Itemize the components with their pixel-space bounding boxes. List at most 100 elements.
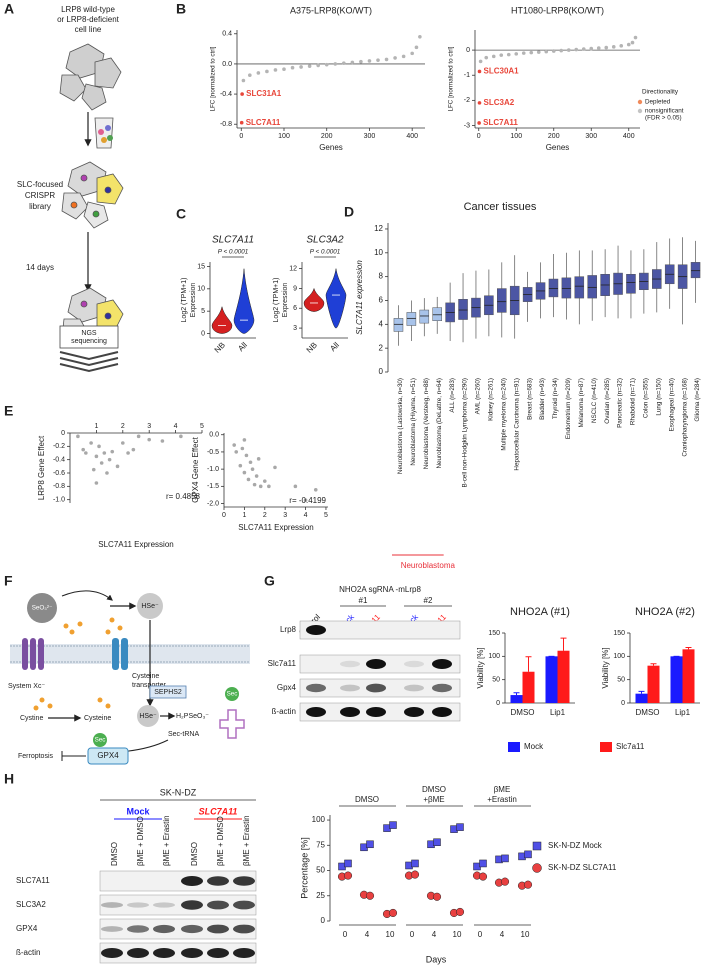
gene-point <box>521 51 526 55</box>
box <box>393 318 404 332</box>
gene-point <box>290 65 295 70</box>
hit-label: SLC7A11 <box>483 118 518 127</box>
bar <box>510 695 523 703</box>
x-tick-label: Thyroid (n=34) <box>552 378 559 419</box>
gene-point <box>350 60 355 65</box>
gene-point <box>248 73 252 78</box>
band <box>181 876 203 886</box>
gpx4-text: GPX4 <box>97 751 119 760</box>
ngs-chevrons <box>59 351 119 373</box>
y-axis-label: Expression <box>282 283 289 318</box>
y-tick-label: 6 <box>293 305 297 312</box>
gene-point <box>359 59 363 64</box>
point <box>388 908 398 917</box>
gene-point <box>367 59 372 63</box>
y-tick-label: -0.2 <box>53 443 65 450</box>
gene-point <box>393 56 397 60</box>
y-tick-label: 0.0 <box>209 432 219 439</box>
x-axis-label: Days <box>426 954 447 964</box>
library-text: CRISPR <box>25 191 55 200</box>
y-tick-label: 15 <box>197 263 205 270</box>
chart-title: SLC7A11 <box>212 235 254 246</box>
gene-point <box>384 57 389 62</box>
gene-point <box>401 54 406 59</box>
y-tick-label: 12 <box>289 265 297 272</box>
x-tick-label: 4 <box>432 930 437 939</box>
gene-point <box>574 47 579 52</box>
band <box>181 948 203 958</box>
bar <box>670 656 683 703</box>
hse-text: HSe⁻ <box>141 603 159 610</box>
y-tick-label: 2 <box>379 343 384 352</box>
cells-icon <box>61 161 124 229</box>
cell-line-text: LRP8 wild-type <box>61 5 115 14</box>
gene-point <box>265 69 269 74</box>
violin <box>325 268 347 329</box>
error-bar <box>525 656 532 672</box>
row-label: GPX4 <box>16 924 38 933</box>
group-label: +βME <box>423 795 444 804</box>
sec-text: Sec <box>227 691 238 698</box>
gene-point <box>410 51 414 56</box>
box <box>587 275 597 299</box>
point <box>126 451 130 455</box>
gpx4-box <box>87 747 129 765</box>
x-tick-label: 5 <box>200 423 204 430</box>
y-tick-label: 0 <box>466 47 470 54</box>
point <box>94 454 99 459</box>
y-tick-label: 100 <box>613 653 625 660</box>
point <box>389 821 397 829</box>
x-tick-label: All <box>236 340 249 353</box>
box <box>458 299 468 320</box>
x-tick-label: 100 <box>510 133 522 140</box>
h2pseo3-text: H₂PSeO₃⁻ <box>176 713 209 720</box>
x-tick-label: Neuroblastoma (Lastowska, n=30) <box>397 378 404 474</box>
gene-point <box>514 52 519 56</box>
point <box>110 449 115 454</box>
x-tick-label: NSCLC (n=410) <box>591 378 598 423</box>
group-label: SLC7A11 <box>199 806 238 816</box>
point <box>107 457 112 462</box>
x-axis-label: SLC7A11 Expression <box>238 523 313 532</box>
gene-point <box>633 35 638 40</box>
point <box>313 487 318 492</box>
row-label: SLC7A11 <box>16 876 50 885</box>
bar <box>522 671 535 703</box>
band <box>101 926 123 932</box>
point <box>84 451 88 455</box>
lane-label: βME + Erastin <box>162 815 171 866</box>
x-tick-label: 400 <box>623 133 635 140</box>
legend-label: (FDR > 0.05) <box>645 115 682 122</box>
legend-marker <box>637 108 643 114</box>
x-tick-label: 0 <box>478 930 483 939</box>
cys-transporter-text: transporter <box>132 682 167 689</box>
panel-label: H <box>4 771 14 787</box>
lane-label: βME + DMSO <box>216 816 225 866</box>
y-axis-label: GPX4 Gene Effect <box>191 436 200 502</box>
point <box>432 892 442 901</box>
point <box>240 446 245 451</box>
x-tick-label: Glioma (n=284) <box>694 378 701 422</box>
cysteine-text: Cysteine <box>84 715 111 722</box>
point <box>242 438 247 442</box>
gene-point <box>273 68 278 72</box>
y-tick-label: -1 <box>464 72 470 79</box>
sephs2-text: SEPHS2 <box>154 689 182 696</box>
gene-point <box>566 48 571 52</box>
point <box>455 907 465 916</box>
point <box>131 447 136 452</box>
point <box>244 453 249 458</box>
point <box>523 880 533 889</box>
y-tick-label: 3 <box>293 325 297 332</box>
box <box>497 288 507 313</box>
gene-point <box>604 45 609 50</box>
gene-point <box>256 71 261 75</box>
gene-point <box>499 53 504 57</box>
hit-label: SLC30A1 <box>484 67 520 76</box>
x-axis-label: Genes <box>319 143 343 152</box>
y-tick-label: -0.8 <box>220 121 232 128</box>
blot-strip <box>99 870 257 892</box>
readout-text: NGS <box>81 330 97 337</box>
chart-title: Cancer tissues <box>464 201 537 213</box>
x-tick-label: 4 <box>174 423 178 430</box>
